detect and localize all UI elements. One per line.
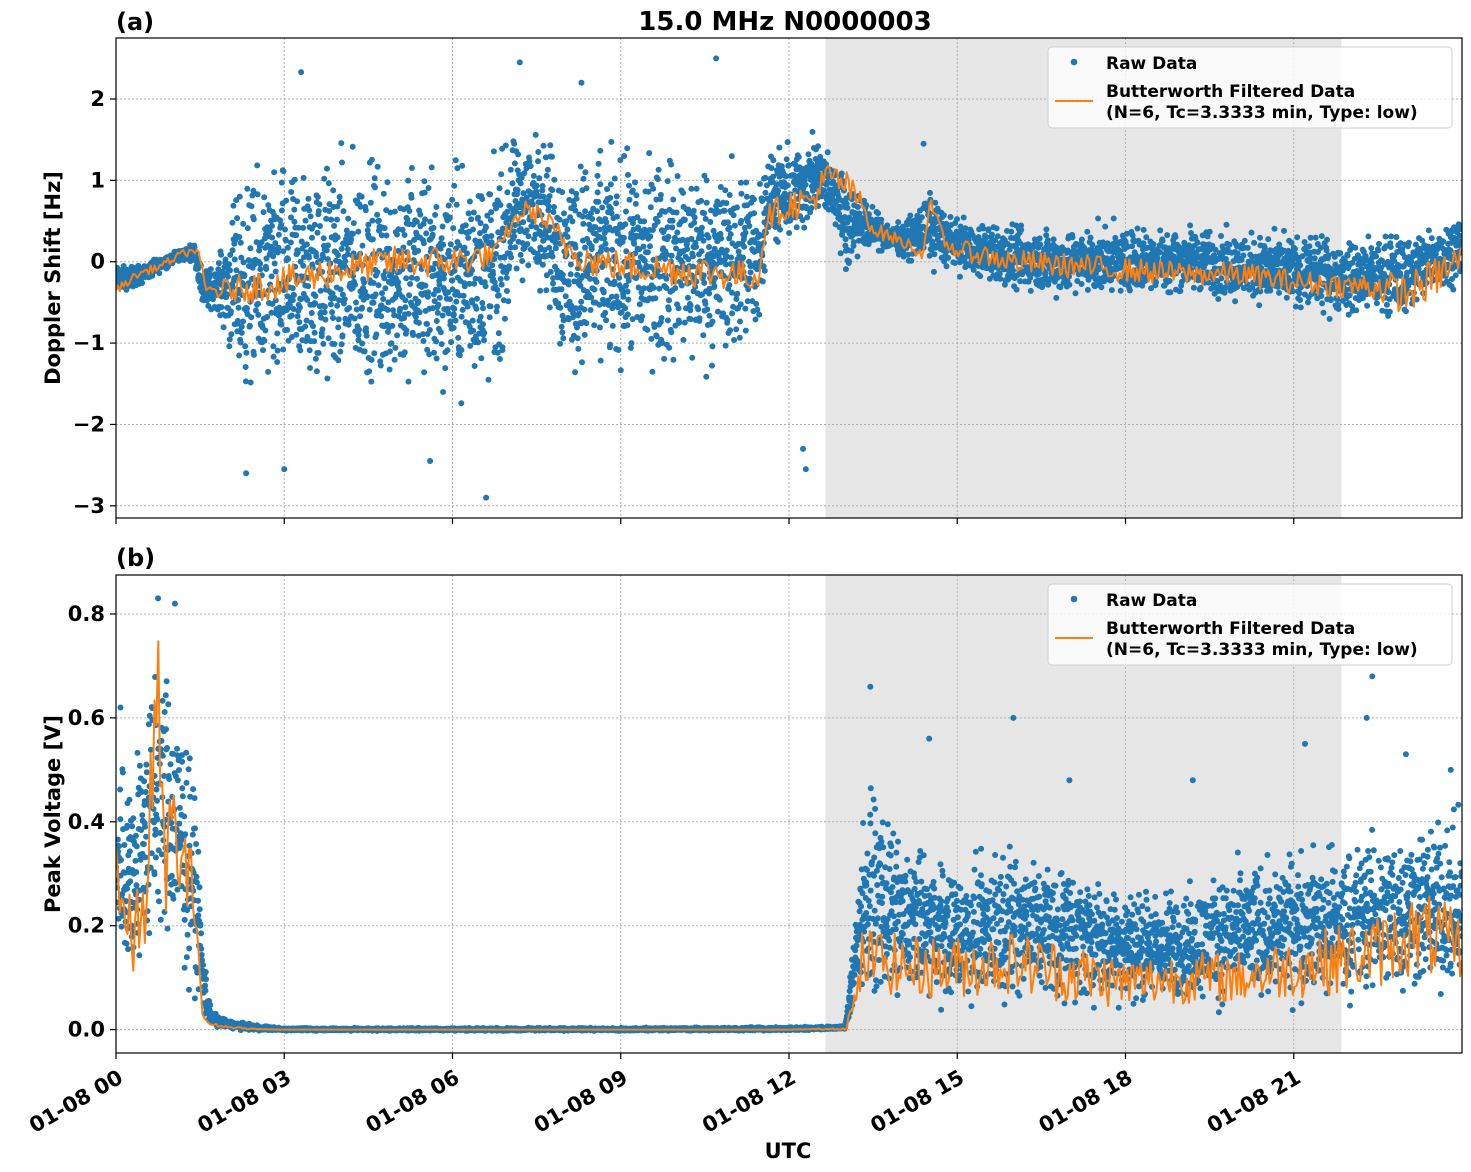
- legend-box: [1047, 583, 1453, 666]
- raw-data-point: [1402, 751, 1409, 758]
- raw-data-point: [1189, 777, 1196, 784]
- x-axis-label: UTC: [765, 1139, 812, 1163]
- raw-data-point: [867, 683, 874, 690]
- y-tick-label: 2: [90, 87, 105, 111]
- legend-raw-label: Raw Data: [1106, 591, 1197, 611]
- raw-data-point: [155, 595, 162, 602]
- x-tick-label: 01-08 12: [698, 1065, 800, 1138]
- raw-data-point-cloud: [116, 128, 1462, 407]
- legend: Raw Data Butterworth Filtered Data (N=6,…: [1047, 46, 1453, 129]
- legend: Raw Data Butterworth Filtered Data (N=6,…: [1047, 583, 1453, 666]
- legend-raw-marker: [1070, 595, 1078, 603]
- raw-data-point: [926, 735, 933, 742]
- legend-raw-marker: [1070, 58, 1078, 66]
- filtered-data-line-path: [116, 165, 1462, 313]
- raw-data-point: [802, 466, 809, 473]
- raw-data-points: [116, 595, 1462, 1034]
- legend-box: [1047, 46, 1453, 129]
- x-tick-label: 01-08 15: [866, 1065, 968, 1138]
- x-tick-labels: 01-08 00 01-08 03 01-08 06 01-08 09 01-08 12…: [25, 1065, 1305, 1138]
- y-tick-label: 0.0: [68, 1018, 105, 1042]
- legend-raw-label: Raw Data: [1106, 54, 1197, 74]
- raw-data-point: [1447, 766, 1454, 773]
- raw-data-point: [1301, 740, 1308, 747]
- y-tick-label: 0.4: [68, 810, 105, 834]
- filtered-data-line: [116, 165, 1462, 313]
- y-axis-label: Doppler Shift [Hz]: [41, 171, 65, 385]
- panel-doppler: −3 −2 −1 0 1 2 Doppler Shift [Hz] Raw Data Bu…: [41, 37, 1463, 524]
- filtered-data-line-path: [116, 640, 1462, 1031]
- raw-data-point: [1369, 673, 1376, 680]
- panel-label-b: (b): [116, 544, 155, 572]
- legend-filtered-label-1: Butterworth Filtered Data: [1106, 619, 1355, 639]
- x-tick-label: 01-08 09: [530, 1065, 632, 1138]
- raw-data-point: [1066, 777, 1073, 784]
- raw-data-point: [281, 466, 288, 473]
- raw-data-point: [243, 470, 250, 477]
- raw-data-point: [800, 445, 807, 452]
- raw-data-point: [483, 494, 490, 501]
- raw-data-points: [116, 55, 1462, 501]
- y-tick-label: 1: [90, 168, 105, 192]
- legend-filtered-label-2: (N=6, Tc=3.3333 min, Type: low): [1106, 640, 1418, 660]
- y-tick-label: 0.6: [68, 706, 105, 730]
- raw-data-point: [298, 69, 305, 76]
- x-tick-label: 01-08 18: [1035, 1065, 1137, 1138]
- raw-data-point: [578, 79, 585, 86]
- raw-data-point: [516, 59, 523, 66]
- x-tick-label: 01-08 03: [193, 1065, 295, 1138]
- x-tick-label: 01-08 06: [362, 1065, 464, 1138]
- raw-data-point: [171, 600, 178, 607]
- x-axis-ticks: [115, 518, 1295, 524]
- y-tick-label: 0.2: [68, 914, 105, 938]
- filtered-data-line: [116, 640, 1462, 1031]
- legend-filtered-label-1: Butterworth Filtered Data: [1106, 82, 1355, 102]
- x-axis-ticks: [115, 1053, 1295, 1059]
- raw-data-point: [427, 458, 434, 465]
- y-tick-label: 0: [90, 250, 105, 274]
- raw-data-point: [1010, 714, 1017, 721]
- x-tick-label: 01-08 21: [1203, 1065, 1305, 1138]
- raw-data-point: [920, 140, 927, 147]
- figure-title: 15.0 MHz N0000003: [638, 7, 931, 37]
- raw-data-point: [117, 704, 124, 711]
- y-axis-ticks: 0.0 0.2 0.4 0.6 0.8: [68, 602, 116, 1042]
- raw-data-point-cloud: [116, 674, 1462, 1034]
- y-axis-label: Peak Voltage [V]: [41, 715, 65, 913]
- x-tick-label: 01-08 00: [25, 1065, 127, 1138]
- panel-label-a: (a): [116, 8, 154, 36]
- y-tick-label: −2: [73, 412, 105, 436]
- raw-data-point: [1363, 714, 1370, 721]
- y-tick-label: −3: [73, 494, 105, 518]
- y-axis-ticks: −3 −2 −1 0 1 2: [73, 87, 116, 518]
- legend-filtered-label-2: (N=6, Tc=3.3333 min, Type: low): [1106, 103, 1418, 123]
- raw-data-point: [713, 55, 720, 62]
- panel-peak-voltage: 0.0 0.2 0.4 0.6 0.8 Peak Voltage [V] Raw Dat…: [41, 574, 1463, 1059]
- y-tick-label: 0.8: [68, 602, 105, 626]
- y-tick-label: −1: [73, 331, 105, 355]
